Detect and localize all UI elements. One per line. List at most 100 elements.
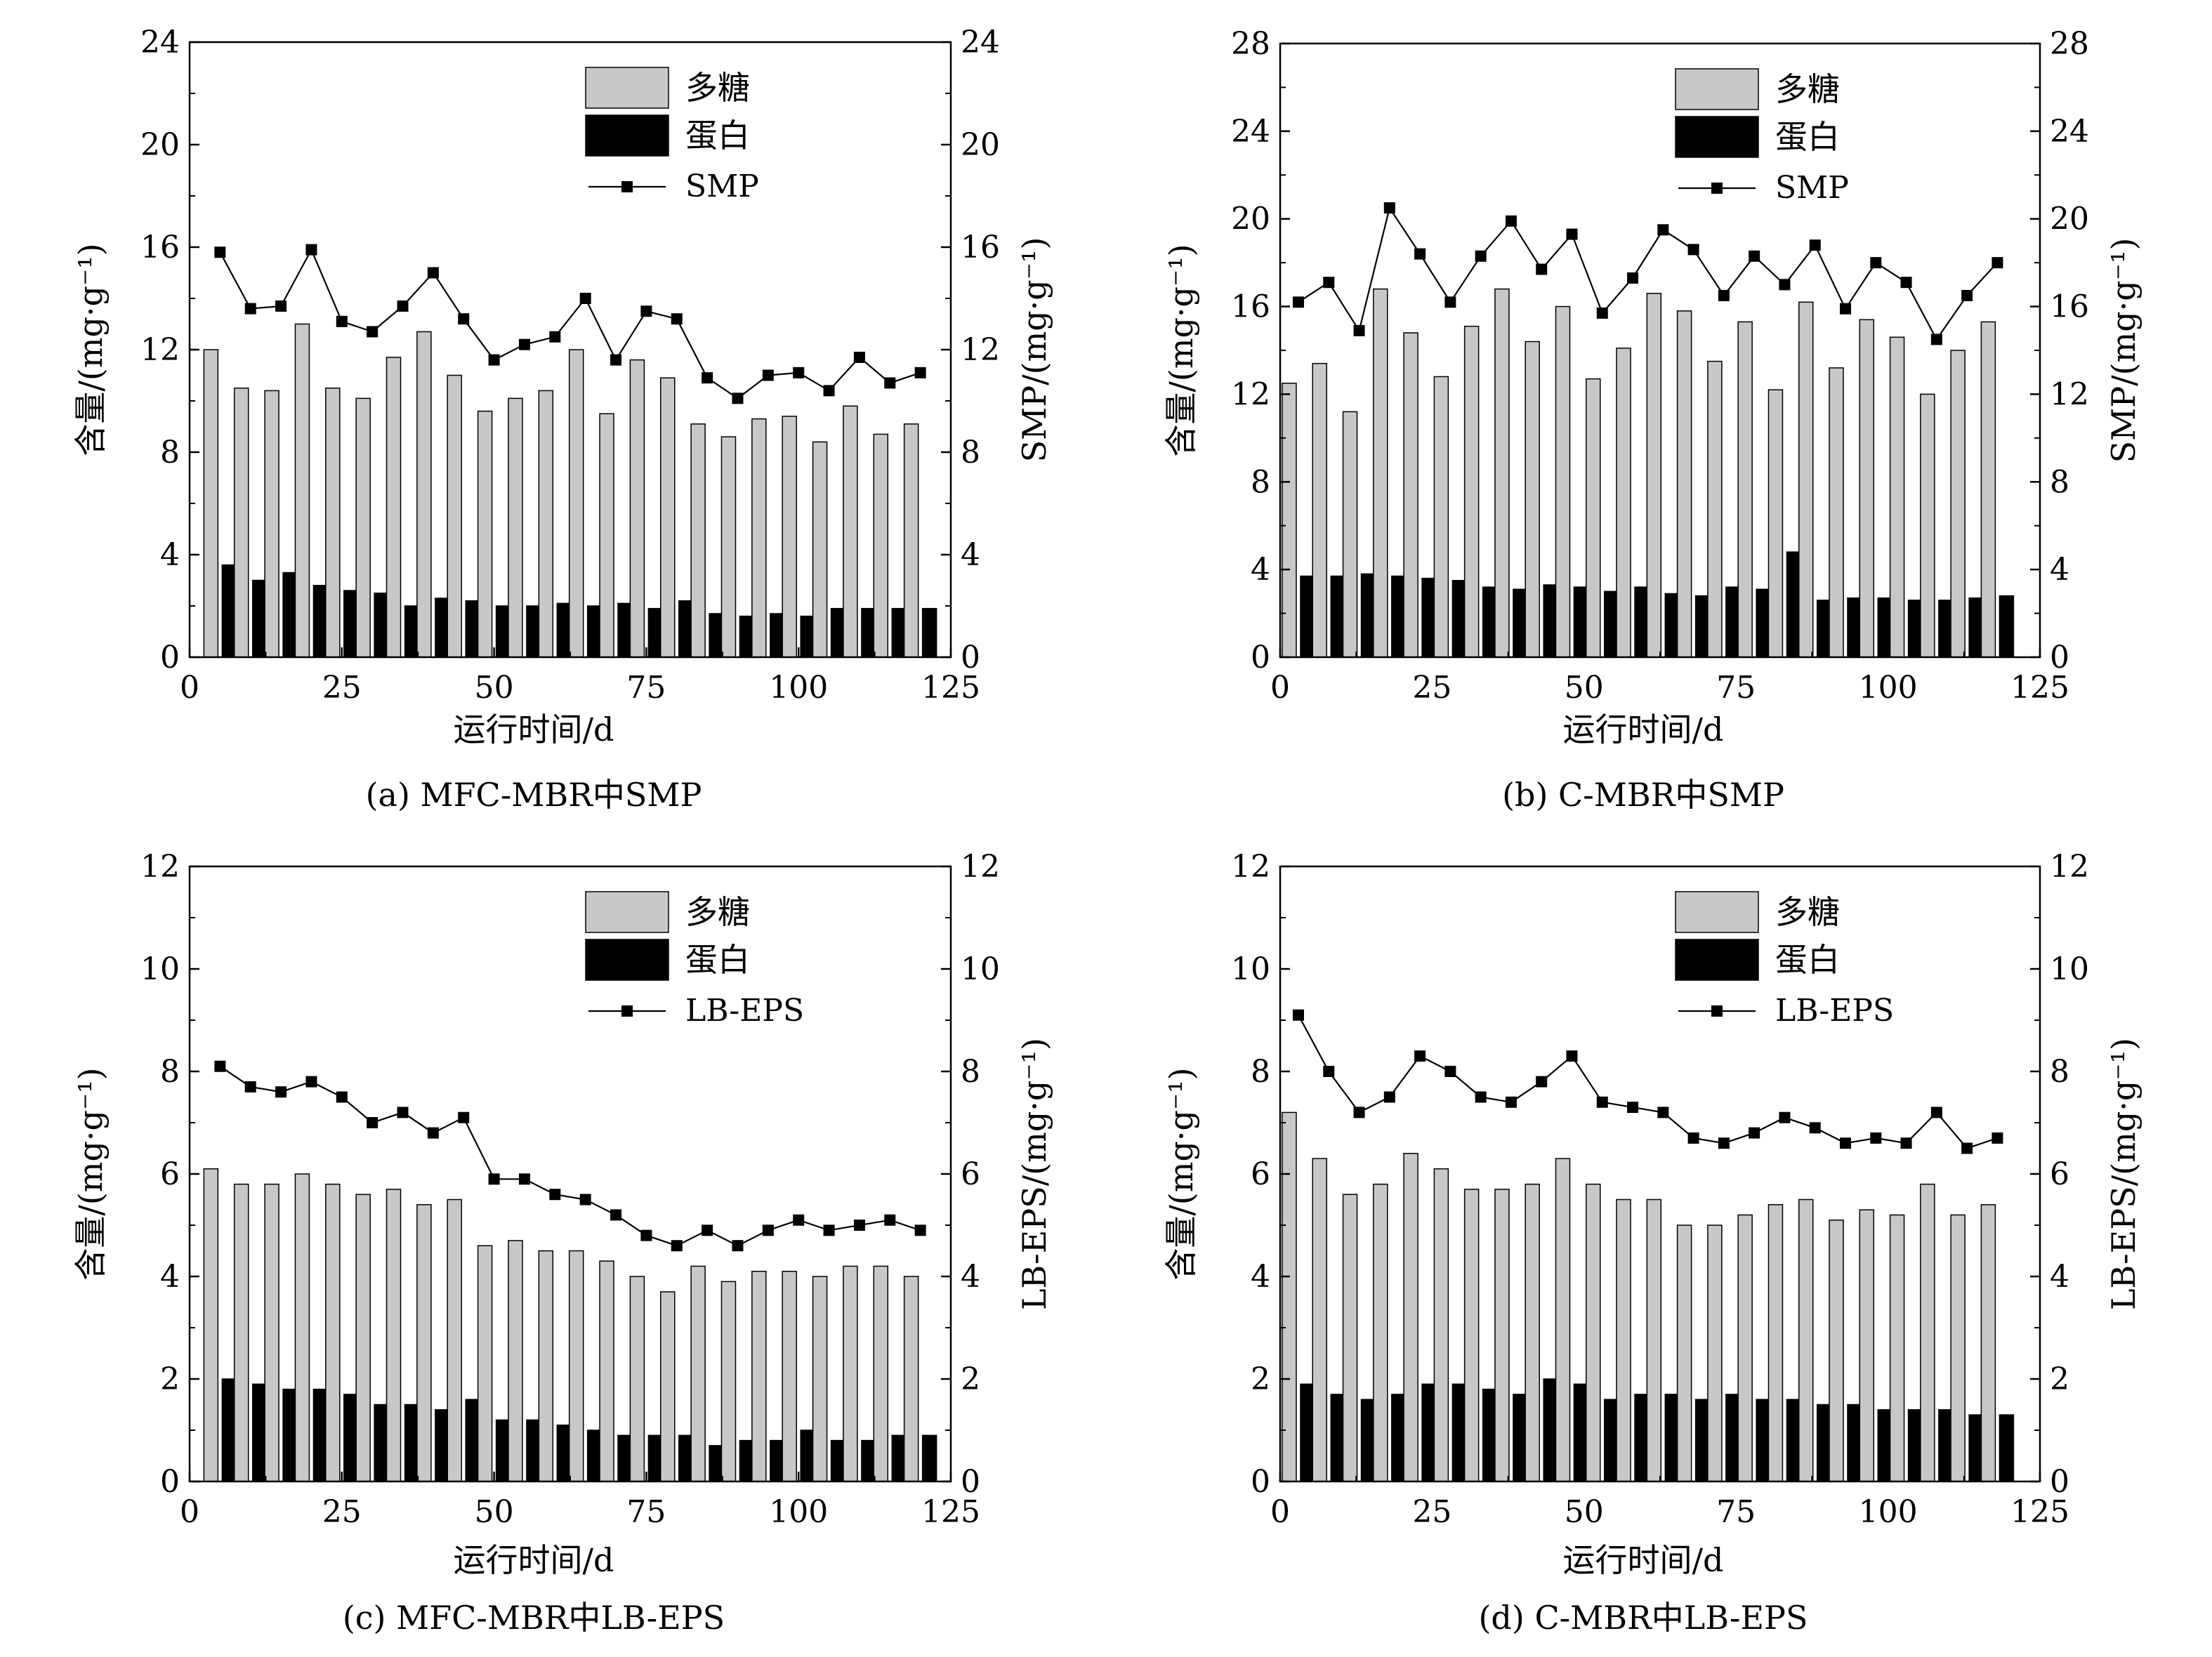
polysaccharide-bar bbox=[1342, 1194, 1358, 1482]
y-tick-label-right: 0 bbox=[2050, 1464, 2069, 1500]
x-tick-label: 75 bbox=[1716, 670, 1756, 706]
line-point bbox=[367, 326, 378, 338]
protein-bar bbox=[1999, 1414, 2015, 1482]
polysaccharide-bar bbox=[1950, 1214, 1966, 1482]
polysaccharide-bar bbox=[1282, 383, 1297, 658]
y-tick-label-right: 12 bbox=[2050, 376, 2089, 412]
panel-caption: (b) C-MBR中SMP bbox=[1502, 776, 1784, 814]
line-point bbox=[427, 1127, 439, 1139]
y-tick-label-right: 8 bbox=[2050, 1054, 2069, 1090]
polysaccharide-bar bbox=[1980, 321, 1996, 658]
polysaccharide-bar bbox=[1586, 1183, 1601, 1482]
panel-caption: (c) MFC-MBR中LB-EPS bbox=[343, 1599, 725, 1637]
y-tick-label-right: 10 bbox=[961, 951, 1000, 987]
x-tick-label: 125 bbox=[921, 1494, 980, 1530]
polysaccharide-bar bbox=[538, 390, 554, 658]
polysaccharide-bar bbox=[1676, 1224, 1692, 1482]
y-tick-label-left: 2 bbox=[160, 1361, 180, 1397]
line-point bbox=[1505, 215, 1517, 227]
line-point bbox=[1383, 1091, 1395, 1103]
legend-swatch-polysaccharide bbox=[1675, 891, 1759, 933]
y-tick-label-right: 4 bbox=[961, 537, 980, 573]
protein-bar bbox=[1999, 595, 2015, 658]
polysaccharide-bar bbox=[1737, 321, 1753, 658]
y-tick-label-right: 8 bbox=[2050, 464, 2069, 500]
polysaccharide-bar bbox=[782, 416, 797, 658]
polysaccharide-bar bbox=[812, 441, 828, 658]
polysaccharide-bar bbox=[1403, 332, 1418, 658]
y-tick-label-left: 0 bbox=[160, 1464, 180, 1500]
polysaccharide-bar bbox=[629, 1276, 645, 1482]
y-tick-label-right: 12 bbox=[961, 332, 1000, 368]
y-tick-label-left: 10 bbox=[140, 951, 180, 987]
legend-label-polysaccharide: 多糖 bbox=[1775, 893, 1840, 931]
line-point bbox=[488, 1173, 500, 1185]
protein-bar bbox=[921, 607, 937, 658]
line-point bbox=[244, 1081, 256, 1092]
line-series bbox=[219, 1065, 921, 1247]
polysaccharide-bar bbox=[386, 357, 402, 658]
line-point bbox=[914, 1224, 926, 1236]
y-tick-label-right: 10 bbox=[2050, 951, 2089, 987]
y-tick-label-right: 2 bbox=[2050, 1361, 2069, 1397]
line-point bbox=[336, 1091, 348, 1103]
line-point bbox=[1870, 257, 1882, 269]
y-tick-label-right: 0 bbox=[961, 640, 980, 675]
polysaccharide-bar bbox=[508, 1240, 523, 1482]
polysaccharide-bar bbox=[1555, 1158, 1571, 1482]
line-point bbox=[1323, 277, 1335, 289]
polysaccharide-bar bbox=[751, 418, 767, 658]
line-series bbox=[1298, 1015, 1998, 1149]
line-point bbox=[275, 300, 287, 312]
y-tick-label-left: 8 bbox=[160, 1054, 180, 1090]
x-tick-label: 0 bbox=[1270, 1494, 1290, 1530]
x-tick-label: 50 bbox=[1565, 670, 1604, 706]
line-point bbox=[1353, 324, 1365, 336]
y-axis-label-left: 含量/(mg·g⁻¹) bbox=[72, 1067, 110, 1280]
line-point bbox=[579, 1194, 591, 1206]
line-point bbox=[762, 369, 774, 381]
x-tick-label: 50 bbox=[1565, 1494, 1604, 1530]
legend-swatch-polysaccharide bbox=[1675, 68, 1759, 110]
line-point bbox=[305, 1076, 317, 1088]
polysaccharide-bar bbox=[568, 349, 584, 658]
y-tick-label-right: 8 bbox=[961, 1054, 980, 1090]
legend-swatch-polysaccharide bbox=[585, 67, 669, 109]
polysaccharide-bar bbox=[1525, 341, 1540, 658]
y-tick-label-right: 20 bbox=[961, 127, 1000, 163]
legend-swatch-protein bbox=[1675, 939, 1759, 981]
y-tick-label-left: 6 bbox=[160, 1156, 180, 1192]
panel-caption: (d) C-MBR中LB-EPS bbox=[1478, 1599, 1808, 1637]
polysaccharide-bar bbox=[203, 1168, 219, 1482]
x-tick-label: 0 bbox=[180, 670, 199, 706]
line-point bbox=[1566, 228, 1578, 240]
polysaccharide-bar bbox=[843, 1265, 858, 1482]
x-tick-label: 25 bbox=[322, 670, 362, 706]
line-point bbox=[305, 244, 317, 256]
line-point bbox=[458, 1111, 470, 1123]
line-point bbox=[549, 1189, 561, 1201]
y-tick-label-left: 12 bbox=[1231, 376, 1270, 412]
line-point bbox=[1627, 272, 1639, 284]
polysaccharide-bar bbox=[903, 423, 919, 658]
line-point bbox=[1779, 279, 1791, 291]
line-point bbox=[458, 313, 470, 325]
polysaccharide-bar bbox=[1373, 1183, 1388, 1482]
y-tick-label-left: 4 bbox=[160, 537, 180, 573]
line-point bbox=[488, 354, 500, 366]
x-tick-label: 125 bbox=[2010, 1494, 2069, 1530]
line-point bbox=[1930, 1107, 1942, 1118]
legend-marker-sample bbox=[1711, 183, 1723, 194]
line-point bbox=[671, 1240, 683, 1252]
legend-label-protein: 蛋白 bbox=[1775, 118, 1840, 156]
line-point bbox=[1809, 239, 1821, 251]
line-point bbox=[367, 1117, 378, 1128]
legend-label-line: LB-EPS bbox=[685, 993, 804, 1029]
polysaccharide-bar bbox=[538, 1250, 554, 1482]
polysaccharide-bar bbox=[720, 436, 737, 658]
y-tick-label-left: 8 bbox=[1251, 1054, 1270, 1090]
